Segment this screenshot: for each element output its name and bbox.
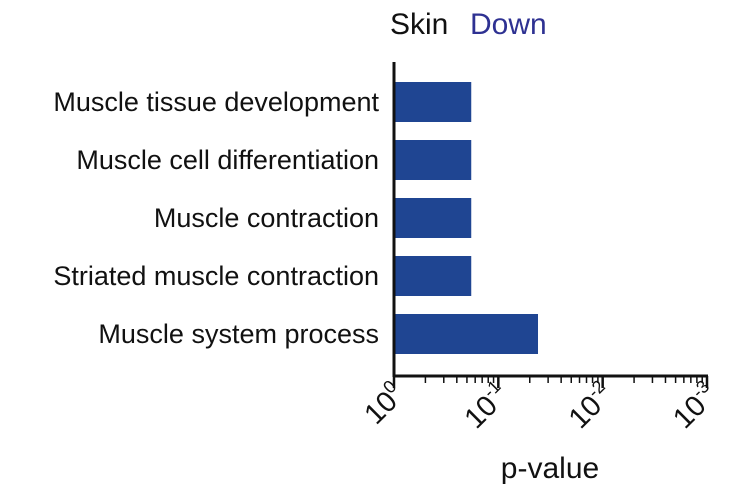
bars — [395, 82, 539, 354]
bar — [395, 256, 472, 296]
category-label: Muscle contraction — [154, 203, 379, 233]
x-tick-label: 10-2 — [561, 376, 620, 435]
category-label: Muscle tissue development — [53, 87, 379, 117]
x-tick-label: 10-3 — [665, 376, 724, 435]
category-label: Striated muscle contraction — [53, 261, 379, 291]
x-axis-label: p-value — [501, 452, 599, 485]
bar — [395, 314, 539, 354]
chart-title-text: Skin — [390, 8, 448, 41]
category-labels: Muscle tissue development Muscle cell dif… — [53, 87, 379, 349]
chart-title: Skin Down — [390, 8, 547, 41]
category-label: Muscle system process — [98, 319, 379, 349]
bar — [395, 198, 472, 238]
category-label: Muscle cell differentiation — [76, 145, 379, 175]
bar — [395, 82, 472, 122]
x-axis-tick-labels: 100 10-1 10-2 10-3 — [356, 376, 724, 435]
x-tick-label: 10-1 — [456, 376, 515, 435]
chart-subtitle-text: Down — [470, 8, 547, 41]
bar — [395, 140, 472, 180]
x-tick-label: 100 — [356, 376, 411, 431]
x-axis-ticks — [392, 376, 709, 388]
